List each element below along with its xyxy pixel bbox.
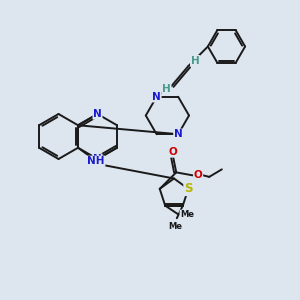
Text: NH: NH xyxy=(87,156,105,166)
Text: N: N xyxy=(93,154,102,164)
Text: N: N xyxy=(93,109,102,119)
Text: H: H xyxy=(190,56,200,66)
Text: Me: Me xyxy=(180,210,194,219)
Text: O: O xyxy=(169,147,178,157)
Text: Me: Me xyxy=(168,222,182,231)
Text: H: H xyxy=(162,84,171,94)
Text: O: O xyxy=(194,170,203,180)
Text: S: S xyxy=(184,182,193,195)
Text: N: N xyxy=(152,92,161,102)
Text: N: N xyxy=(174,129,183,139)
